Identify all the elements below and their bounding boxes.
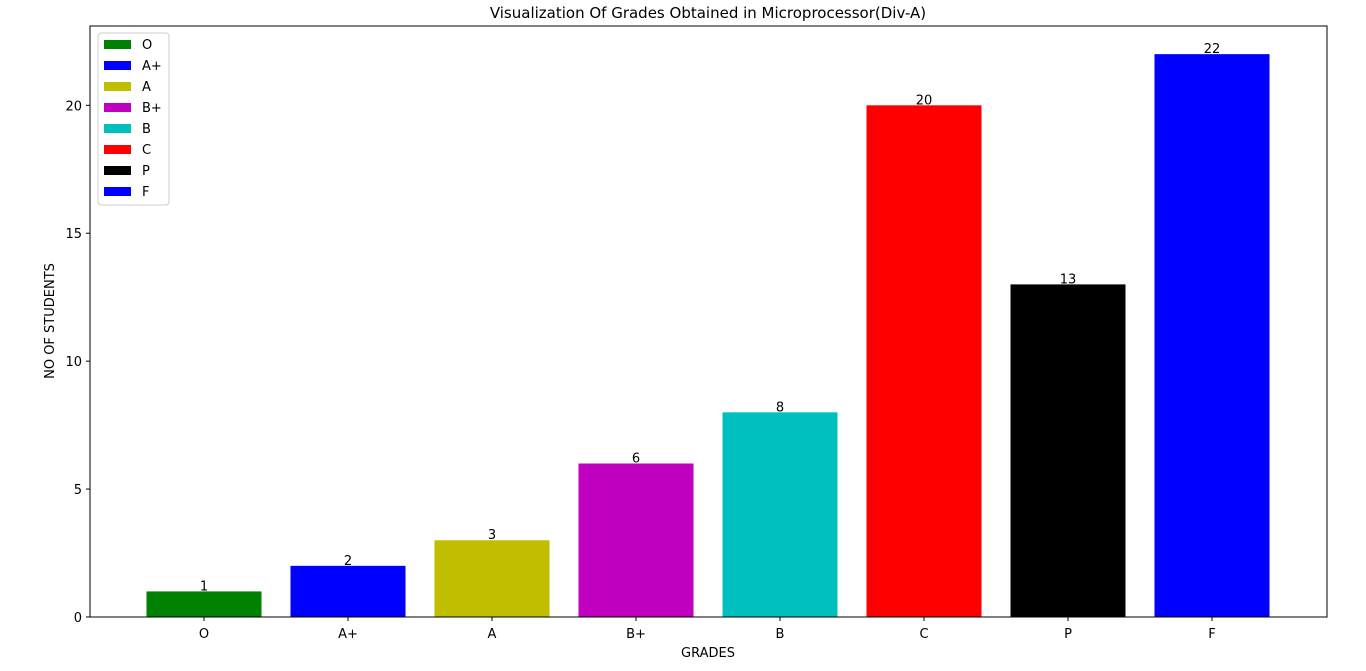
legend-swatch-A (104, 82, 131, 91)
legend-swatch-B (104, 124, 131, 133)
legend-label-B: B (142, 122, 151, 137)
legend-label-B+: B+ (142, 101, 162, 116)
y-axis-label: NO OF STUDENTS (43, 263, 58, 379)
legend-label-O: O (142, 38, 152, 53)
legend-swatch-B+ (104, 103, 131, 112)
bar-P (1010, 284, 1126, 617)
data-label-O: 1 (200, 579, 208, 594)
legend-label-P: P (142, 164, 150, 179)
bar-B+ (578, 463, 694, 617)
legend-swatch-P (104, 166, 131, 175)
x-tick-label-C: C (919, 627, 928, 642)
y-tick-label-0: 0 (74, 611, 82, 626)
legend-swatch-A+ (104, 61, 131, 70)
data-label-B+: 6 (632, 451, 640, 466)
legend-swatch-F (104, 187, 131, 196)
x-tick-label-F: F (1208, 627, 1215, 642)
bar-A+ (290, 565, 406, 617)
y-tick-label-20: 20 (65, 99, 82, 114)
axes-frame (89, 25, 1328, 618)
x-tick-label-A+: A+ (338, 627, 358, 642)
bar-B (722, 412, 838, 617)
data-label-P: 13 (1060, 272, 1077, 287)
y-tick-label-15: 15 (65, 227, 82, 242)
bar-O (146, 591, 262, 617)
x-tick-label-A: A (488, 627, 497, 642)
x-tick-label-B: B (776, 627, 785, 642)
chart-title: Visualization Of Grades Obtained in Micr… (490, 4, 926, 22)
data-label-C: 20 (916, 93, 933, 108)
legend-label-A+: A+ (142, 59, 162, 74)
x-axis-label: GRADES (681, 646, 735, 661)
x-tick-label-P: P (1064, 627, 1072, 642)
data-label-B: 8 (776, 400, 784, 415)
bar-A (434, 540, 550, 617)
legend-swatch-O (104, 40, 131, 49)
legend-label-A: A (142, 80, 151, 95)
bar-F (1154, 54, 1270, 617)
data-label-A+: 2 (344, 554, 352, 569)
data-label-A: 3 (488, 528, 496, 543)
plot-area: 1 2 3 6 8 20 13 22 (146, 42, 1270, 617)
x-tick-label-O: O (199, 627, 209, 642)
legend-label-C: C (142, 143, 151, 158)
bar-C (866, 105, 982, 617)
y-tick-label-5: 5 (74, 483, 82, 498)
legend-box (97, 32, 170, 206)
legend-swatch-C (104, 145, 131, 154)
x-tick-label-B+: B+ (626, 627, 646, 642)
legend-label-F: F (142, 185, 149, 200)
y-tick-label-10: 10 (65, 355, 82, 370)
data-label-F: 22 (1204, 42, 1221, 57)
